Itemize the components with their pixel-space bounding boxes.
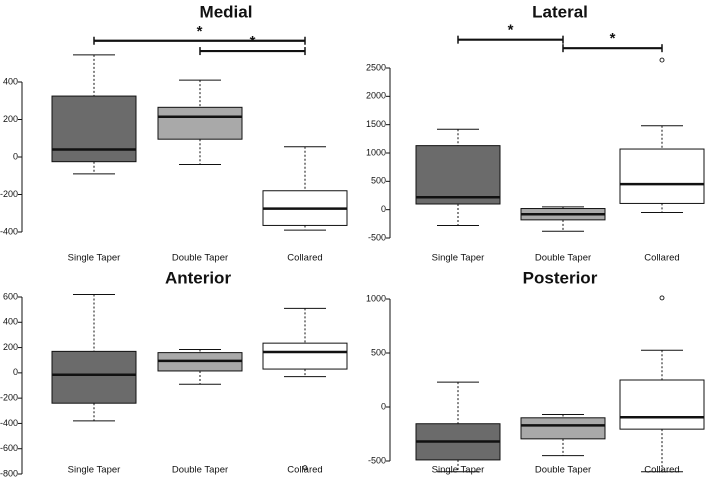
- significance-bracket: *: [93, 23, 306, 45]
- chart-title: Posterior: [523, 268, 598, 287]
- x-category-label: Collared: [287, 465, 322, 476]
- chart-title: Medial: [200, 2, 253, 21]
- x-category-label: Double Taper: [172, 253, 228, 264]
- y-tick-label: 0: [13, 367, 18, 377]
- y-tick-label: 600: [3, 291, 18, 301]
- x-category-label: Collared: [644, 465, 679, 476]
- y-tick-label: 500: [371, 176, 386, 186]
- y-tick-label: -500: [368, 455, 386, 465]
- y-tick-label: 500: [371, 347, 386, 357]
- iqr-box: [619, 148, 705, 204]
- significance-star: *: [250, 33, 256, 50]
- panel-lateral: Lateral 2500 2000 1500 1000 500 0 -500 Single Ta…: [366, 2, 705, 264]
- significance-star: *: [197, 23, 203, 40]
- iqr-box: [262, 342, 348, 370]
- y-tick-label: -200: [0, 393, 18, 403]
- x-category-label: Double Taper: [172, 465, 228, 476]
- iqr-box: [520, 417, 606, 440]
- y-tick-label: 1500: [366, 119, 386, 129]
- box-double-taper: [520, 206, 606, 232]
- x-category-label: Single Taper: [68, 253, 121, 264]
- y-tick-label: 1000: [366, 293, 386, 303]
- x-category-label: Double Taper: [535, 253, 591, 264]
- significance-bracket: *: [457, 22, 564, 44]
- y-tick-label: -600: [0, 443, 18, 453]
- box-single-taper: [415, 128, 501, 227]
- x-category-label: Collared: [644, 253, 679, 264]
- y-tick-label: -400: [0, 226, 18, 236]
- panel-posterior: Posterior 1000 500 0 -500 Single Taper Double …: [366, 268, 705, 476]
- iqr-box: [619, 379, 705, 430]
- significance-star: *: [508, 22, 514, 39]
- box-single-taper: [51, 54, 137, 175]
- y-tick-label: 400: [3, 317, 18, 327]
- x-category-label: Single Taper: [432, 465, 485, 476]
- box-double-taper: [157, 348, 243, 385]
- iqr-box: [51, 95, 137, 163]
- box-collared: [262, 146, 348, 231]
- outlier-point: [659, 57, 665, 63]
- y-tick-label: 200: [3, 342, 18, 352]
- iqr-box: [157, 106, 243, 140]
- y-tick-label: 0: [13, 151, 18, 161]
- box-collared: [262, 307, 348, 471]
- box-single-taper: [415, 381, 501, 473]
- panel-anterior: Anterior 600 400 200 0 -200 -400 -600 -800 Single…: [0, 268, 348, 478]
- iqr-box: [415, 145, 501, 205]
- y-tick-label: -400: [0, 418, 18, 428]
- y-tick-label: -800: [0, 468, 18, 478]
- box-single-taper: [51, 293, 137, 422]
- chart-title: Anterior: [165, 268, 232, 287]
- significance-bracket: *: [562, 30, 663, 53]
- x-category-label: Single Taper: [432, 253, 485, 264]
- outlier-point: [659, 295, 665, 301]
- chart-title: Lateral: [532, 2, 588, 21]
- y-tick-label: -500: [368, 232, 386, 242]
- x-category-label: Double Taper: [535, 465, 591, 476]
- significance-bracket: *: [199, 33, 306, 56]
- significance-star: *: [610, 30, 616, 47]
- box-collared: [619, 295, 705, 473]
- box-double-taper: [520, 414, 606, 457]
- y-tick-label: 200: [3, 114, 18, 124]
- outlier-point: [302, 465, 308, 471]
- iqr-box: [51, 350, 137, 404]
- box-double-taper: [157, 79, 243, 165]
- y-tick-label: 1000: [366, 147, 386, 157]
- y-tick-label: 2000: [366, 91, 386, 101]
- y-tick-label: 0: [381, 401, 386, 411]
- x-category-label: Single Taper: [68, 465, 121, 476]
- panel-medial: Medial 400 200 0 -200 -400 Single Taper Double …: [0, 2, 348, 264]
- y-tick-label: 400: [3, 76, 18, 86]
- y-tick-label: -200: [0, 189, 18, 199]
- x-category-label: Collared: [287, 253, 322, 264]
- y-tick-label: 0: [381, 204, 386, 214]
- box-collared: [619, 57, 705, 213]
- y-tick-label: 2500: [366, 62, 386, 72]
